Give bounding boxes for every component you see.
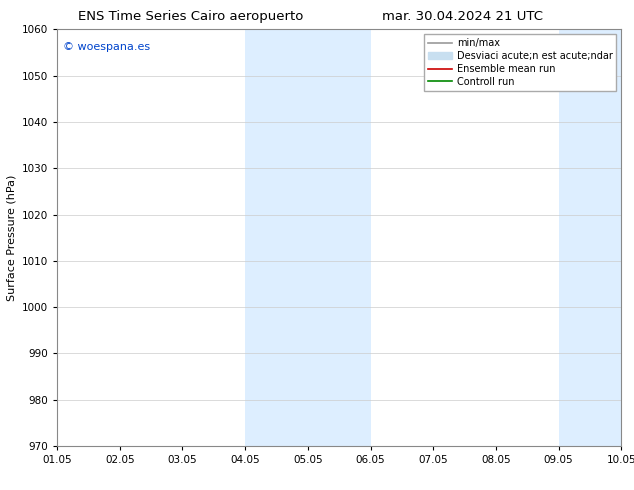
Y-axis label: Surface Pressure (hPa): Surface Pressure (hPa) (6, 174, 16, 301)
Text: mar. 30.04.2024 21 UTC: mar. 30.04.2024 21 UTC (382, 10, 543, 23)
Text: ENS Time Series Cairo aeropuerto: ENS Time Series Cairo aeropuerto (77, 10, 303, 23)
Bar (308, 29, 370, 446)
Bar (245, 29, 308, 446)
Bar (559, 29, 621, 446)
Legend: min/max, Desviaci acute;n est acute;ndar, Ensemble mean run, Controll run: min/max, Desviaci acute;n est acute;ndar… (424, 34, 616, 91)
Text: © woespana.es: © woespana.es (63, 42, 150, 52)
